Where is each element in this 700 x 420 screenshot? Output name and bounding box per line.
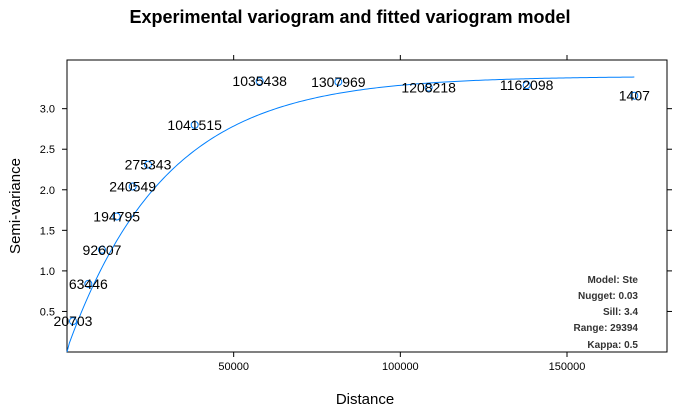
point-count-label: 1208218 (401, 80, 456, 96)
info-kappa: Kappa: 0.5 (587, 340, 638, 351)
data-point (98, 245, 106, 254)
point-count-label: 1162098 (500, 77, 554, 93)
point-count-label: 1307969 (311, 74, 366, 90)
y-tick-label: 2.5 (40, 144, 55, 156)
point-count-label: 275343 (125, 157, 172, 173)
data-point (144, 160, 152, 169)
model-info-box: Model: Ste Nugget: 0.03 Sill: 3.4 Range:… (574, 275, 639, 351)
chart-title: Experimental variogram and fitted variog… (129, 7, 570, 27)
data-point (630, 91, 639, 100)
data-point (334, 77, 343, 86)
data-point (84, 279, 93, 288)
plot-frame (66, 59, 668, 353)
data-point (424, 83, 433, 92)
info-nugget: Nugget: 0.03 (578, 291, 638, 302)
y-axis-label: Semi-variance (7, 158, 24, 254)
y-tick-label: 2.0 (40, 185, 55, 197)
point-count-label: 240549 (109, 179, 156, 195)
data-points (69, 77, 639, 326)
info-range: Range: 29394 (574, 323, 639, 334)
axis-ticks: 50000 100000 150000 0.5 1.0 1.5 2.0 2.5 3.0 (40, 55, 672, 373)
data-point (255, 77, 264, 86)
data-point (522, 81, 531, 90)
point-count-label: 92607 (83, 242, 122, 258)
data-point (190, 120, 199, 129)
x-tick-label: 50000 (218, 361, 249, 373)
data-point (112, 212, 121, 221)
fitted-model-line (66, 76, 635, 353)
info-model: Model: Ste (587, 275, 638, 286)
point-labels: 20703 63446 92607 194795 240549 275343 1041515… (54, 73, 651, 329)
x-tick-label: 100000 (382, 361, 419, 373)
info-sill: Sill: 3.4 (603, 307, 638, 318)
point-count-label: 1041515 (167, 117, 222, 133)
y-tick-label: 3.0 (40, 104, 55, 116)
x-tick-label: 150000 (549, 361, 586, 373)
point-count-label: 194795 (93, 209, 140, 225)
y-tick-label: 1.0 (40, 266, 55, 278)
x-axis-label: Distance (336, 391, 394, 408)
point-count-label: 63446 (69, 276, 108, 292)
point-count-label: 20703 (54, 313, 93, 329)
y-tick-label: 1.5 (40, 225, 55, 237)
data-point (128, 182, 137, 191)
point-count-label: 1407 (619, 88, 650, 104)
point-count-label: 1035438 (232, 73, 287, 89)
y-tick-label: 0.5 (40, 306, 55, 318)
data-point (69, 317, 77, 326)
